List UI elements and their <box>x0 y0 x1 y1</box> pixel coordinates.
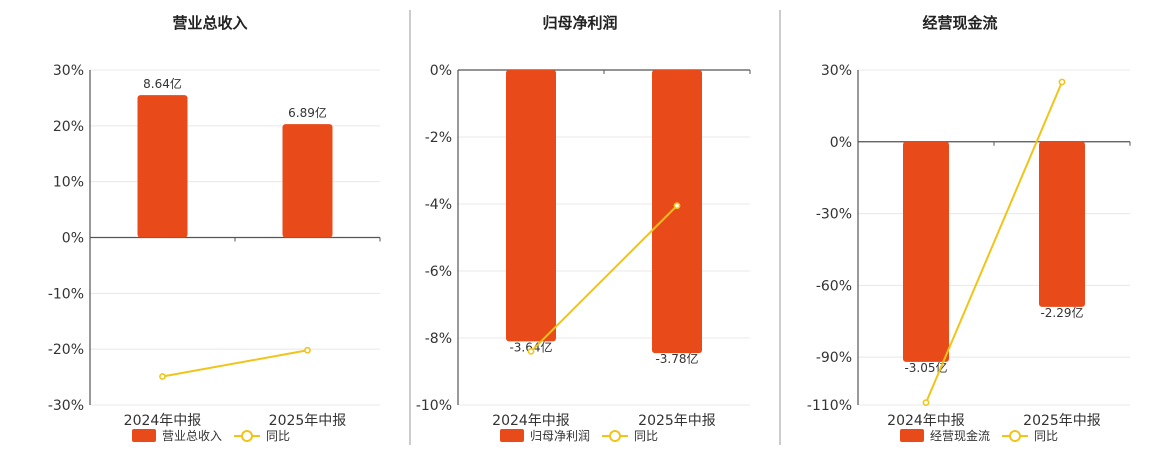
legend-bar-label: 营业总收入 <box>162 429 222 443</box>
x-tick-label: 2025年中报 <box>638 413 716 429</box>
yoy-line <box>925 81 1063 403</box>
chart-title: 归母净利润 <box>542 14 617 32</box>
x-tick-label: 2024年中报 <box>492 413 570 429</box>
legend-line-marker <box>609 430 621 442</box>
x-tick-label: 2025年中报 <box>269 413 347 429</box>
yoy-point <box>527 347 535 355</box>
y-tick-label: -10% <box>416 398 452 414</box>
legend-bar-swatch <box>132 429 156 442</box>
bar <box>506 70 556 342</box>
legend-line-label: 同比 <box>266 429 290 443</box>
legend-line-label: 同比 <box>1034 429 1058 443</box>
y-tick-label: -4% <box>425 197 452 213</box>
y-tick-label: -8% <box>425 331 452 347</box>
y-tick-label: -6% <box>425 264 452 280</box>
y-tick-label: 0% <box>62 231 84 247</box>
bar-data-label: 8.64亿 <box>143 76 182 91</box>
yoy-line <box>530 204 678 353</box>
bar-data-label: -3.78亿 <box>655 351 698 366</box>
yoy-point <box>1058 78 1066 86</box>
bar <box>903 141 949 362</box>
y-tick-label: -30% <box>48 398 84 414</box>
y-tick-label: -90% <box>816 350 852 366</box>
yoy-line <box>162 349 308 378</box>
bar <box>1039 141 1085 307</box>
chart-title: 营业总收入 <box>172 14 247 32</box>
legend-line-label: 同比 <box>634 429 658 443</box>
y-tick-label: -2% <box>425 130 452 146</box>
yoy-point <box>673 202 681 210</box>
chart-title: 经营现金流 <box>922 14 997 32</box>
y-tick-label: -30% <box>816 207 852 223</box>
legend-line-marker <box>1009 430 1021 442</box>
y-tick-label: -10% <box>48 286 84 302</box>
y-tick-label: 30% <box>821 63 852 79</box>
y-tick-label: 10% <box>53 175 84 191</box>
y-tick-label: -60% <box>816 278 852 294</box>
bar-data-label: -3.05亿 <box>904 360 947 375</box>
bar-data-label: 6.89亿 <box>288 105 327 120</box>
bar <box>282 124 333 238</box>
x-tick-label: 2025年中报 <box>1023 413 1101 429</box>
y-tick-label: 20% <box>53 119 84 135</box>
bar-data-label: -3.64亿 <box>509 339 552 354</box>
x-tick-label: 2024年中报 <box>124 413 202 429</box>
yoy-point <box>304 346 311 354</box>
yoy-point <box>159 373 166 380</box>
legend-bar-label: 经营现金流 <box>930 428 990 443</box>
legend-bar-label: 归母净利润 <box>530 429 590 443</box>
y-tick-label: 0% <box>830 135 852 151</box>
legend-bar-swatch <box>500 429 524 442</box>
legend-bar-swatch <box>900 429 924 442</box>
bar <box>652 70 702 354</box>
yoy-point <box>922 399 930 407</box>
bar-data-label: -2.29亿 <box>1040 305 1083 320</box>
x-tick-label: 2024年中报 <box>887 413 965 429</box>
y-tick-label: 0% <box>430 63 452 79</box>
bar <box>137 95 188 238</box>
y-tick-label: -20% <box>48 342 84 358</box>
y-tick-label: 30% <box>53 63 84 79</box>
y-tick-label: -110% <box>807 398 852 414</box>
legend-line-marker <box>241 430 253 442</box>
